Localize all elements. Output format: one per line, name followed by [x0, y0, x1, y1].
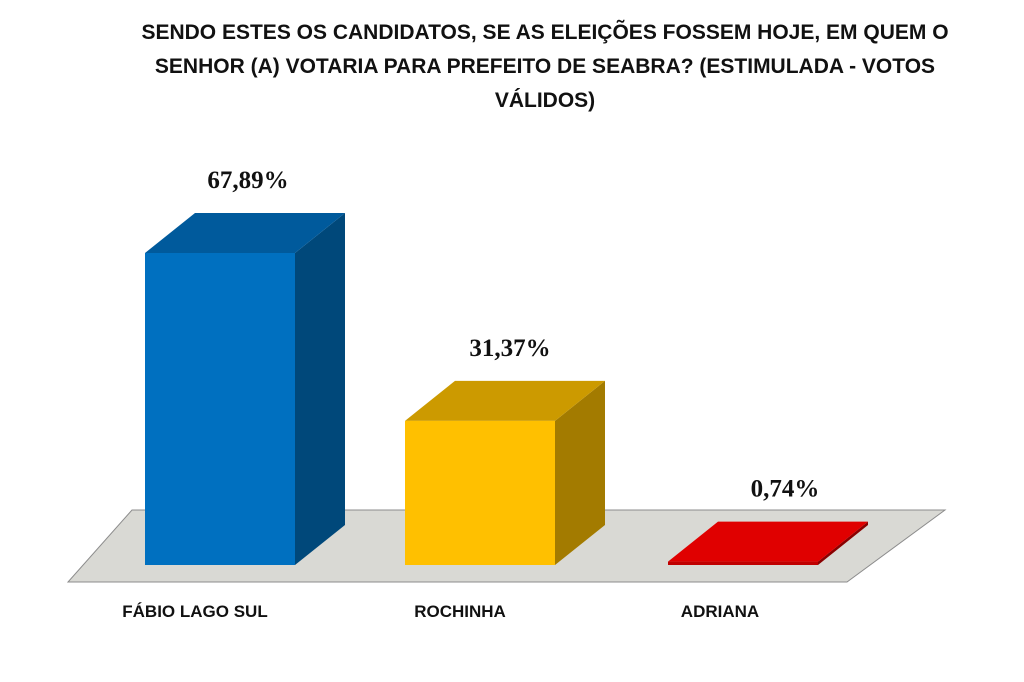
- bar-top-face: [405, 380, 605, 421]
- data-label: 67,89%: [207, 167, 288, 194]
- bar-1: [145, 213, 345, 565]
- data-label: 31,37%: [469, 335, 550, 362]
- bar-front-face: [405, 420, 555, 565]
- bar-side-face: [295, 213, 345, 565]
- bar-front-face: [668, 561, 818, 565]
- data-label: 0,74%: [751, 476, 820, 503]
- bar-top-face: [145, 213, 345, 253]
- category-label: ROCHINHA: [414, 602, 506, 621]
- bar-front-face: [145, 253, 295, 565]
- chart-title: SENDO ESTES OS CANDIDATOS, SE AS ELEIÇÕE…: [141, 21, 949, 112]
- category-label: FÁBIO LAGO SUL: [122, 602, 267, 621]
- bar-top-face: [668, 521, 868, 562]
- bar-side-face: [818, 521, 868, 565]
- bar-2: [405, 380, 605, 565]
- bar-3: [668, 521, 868, 565]
- category-label: ADRIANA: [681, 602, 759, 621]
- bar-side-face: [555, 380, 605, 565]
